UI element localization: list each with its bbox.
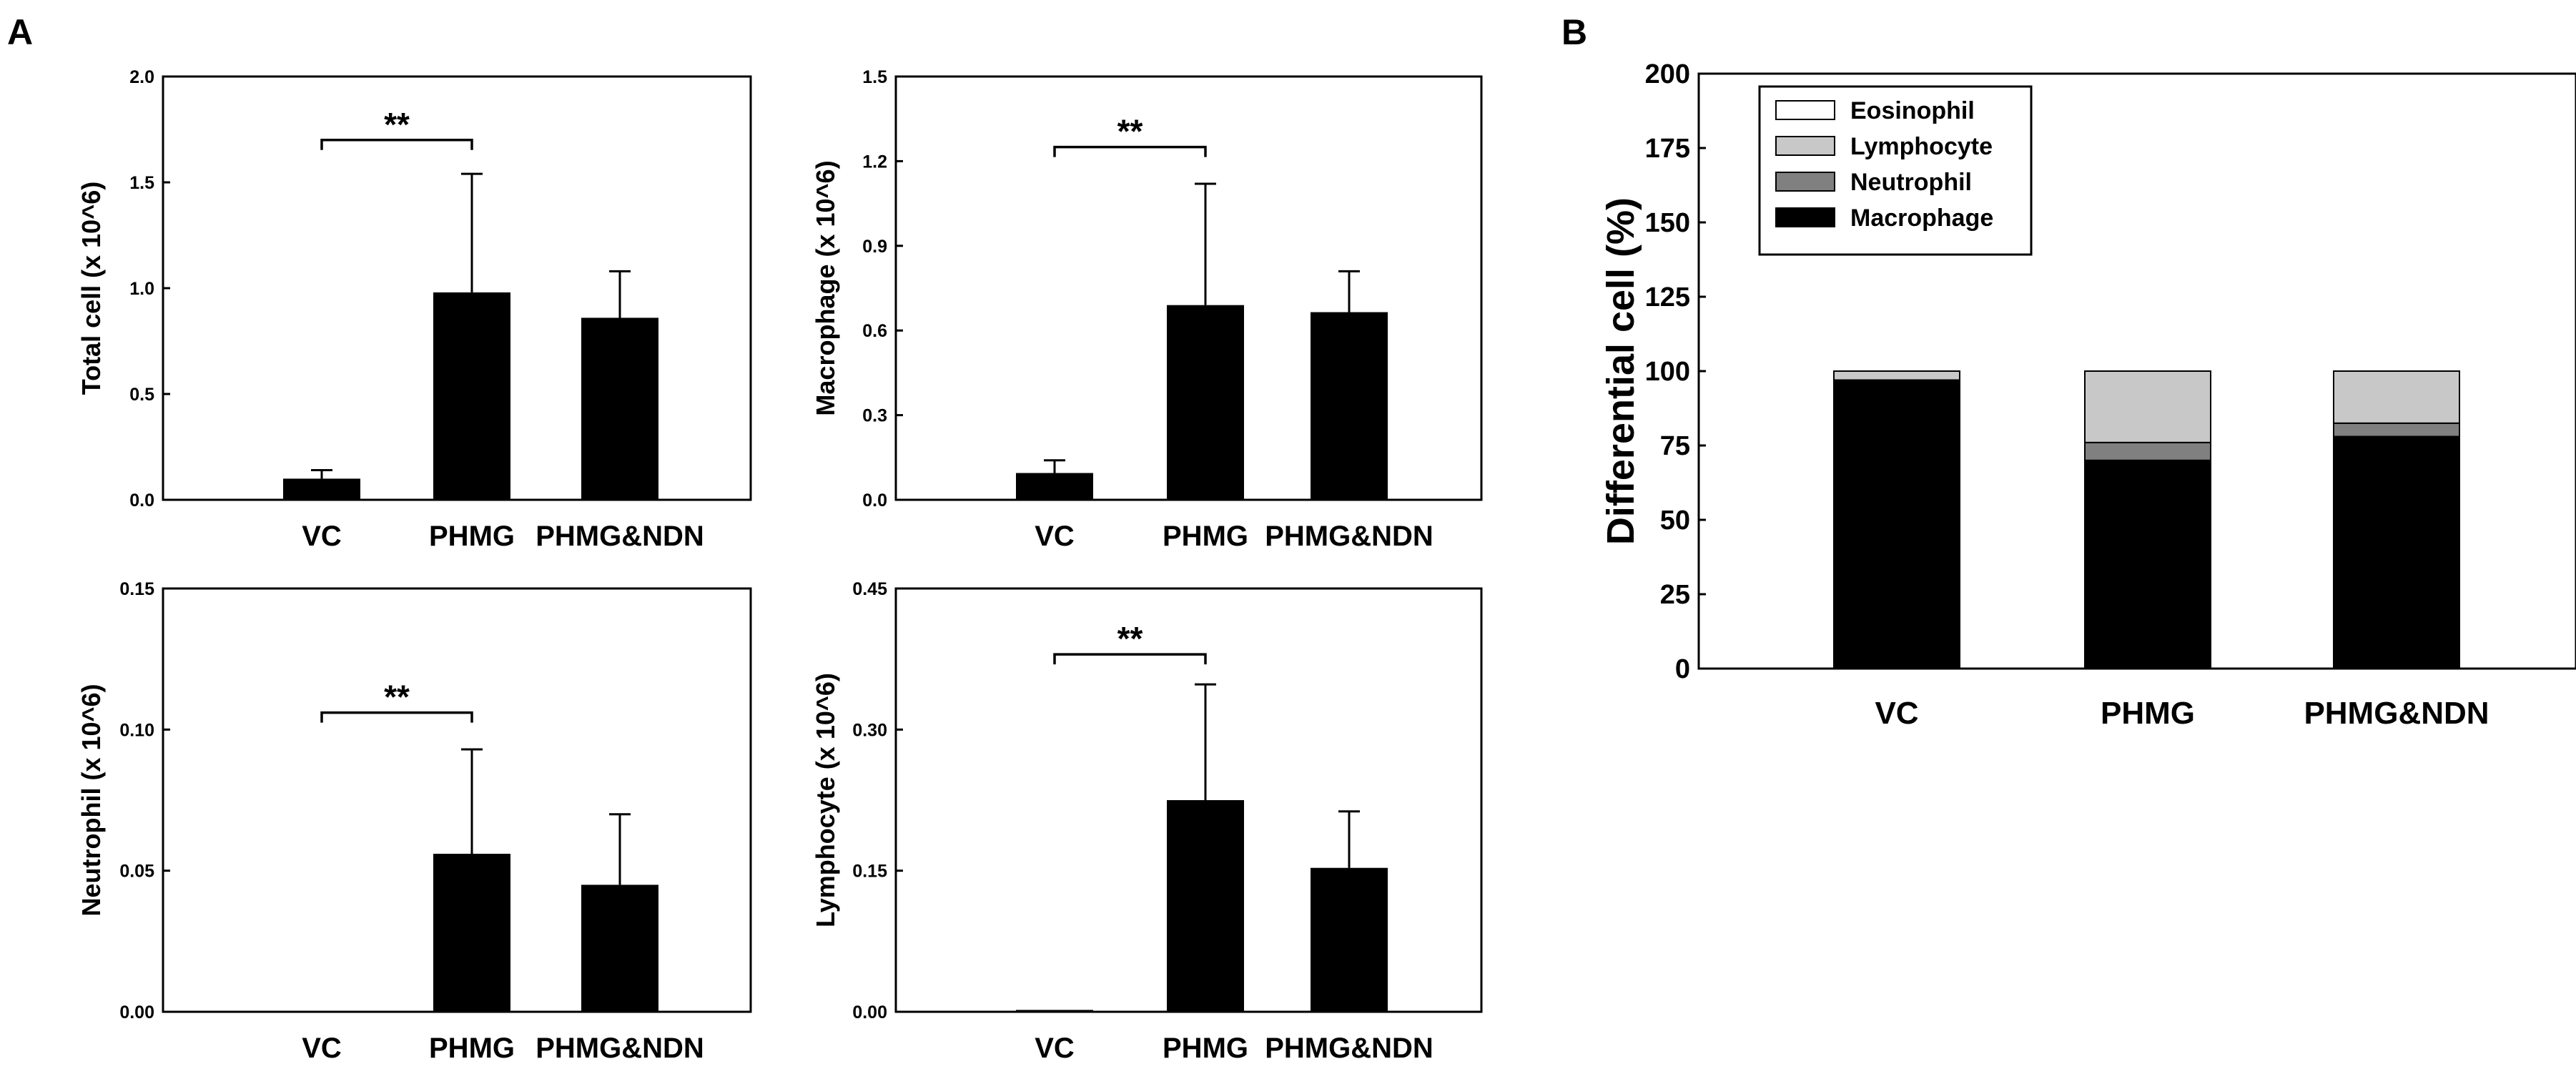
- x-tick-label-neutrophil-1: PHMG: [429, 1033, 515, 1064]
- y-tick-label-differential-3: 75: [1660, 431, 1690, 461]
- bar-total-1: [433, 292, 510, 500]
- bar-lymphocyte-2: [1311, 867, 1388, 1012]
- y-tick-label-differential-6: 150: [1645, 208, 1690, 238]
- y-tick-label-macrophage-5: 1.5: [862, 67, 887, 87]
- x-tick-label-total-1: PHMG: [429, 521, 515, 552]
- significance-bracket-neutrophil: [320, 711, 473, 723]
- legend-label-neutrophil: Neutrophil: [1850, 169, 1972, 196]
- plot-frame-lymphocyte: [894, 587, 1483, 1013]
- y-axis-title-lymphocyte: Lymphocyte (x 10^6): [811, 673, 840, 927]
- bar-neutrophil-2: [581, 885, 658, 1012]
- y-tick-label-differential-2: 50: [1660, 506, 1690, 536]
- legend-label-lymphocyte: Lymphocyte: [1850, 133, 1993, 160]
- bar-lymphocyte-1: [1167, 800, 1244, 1012]
- y-tick-label-neutrophil-2: 0.10: [119, 720, 154, 740]
- y-tick-label-total-0: 0.0: [129, 491, 154, 511]
- x-tick-label-total-2: PHMG&NDN: [536, 521, 704, 552]
- x-tick-label-macrophage-2: PHMG&NDN: [1265, 521, 1433, 552]
- significance-bracket-total: [320, 139, 473, 150]
- bar-total-2: [581, 317, 658, 500]
- y-axis-title-macrophage: Macrophage (x 10^6): [811, 160, 840, 415]
- y-tick-label-lymphocyte-0: 0.00: [852, 1003, 887, 1023]
- bar-macrophage-0: [1016, 473, 1093, 500]
- segment-neutrophil-2: [2333, 422, 2460, 438]
- legend-label-eosinophil: Eosinophil: [1850, 97, 1975, 124]
- x-tick-label-lymphocyte-0: VC: [1035, 1033, 1075, 1064]
- y-tick-label-macrophage-3: 0.9: [862, 237, 887, 257]
- y-tick-label-differential-8: 200: [1645, 59, 1690, 89]
- segment-lymphocyte-2: [2333, 370, 2460, 424]
- segment-lymphocyte-1: [2084, 370, 2211, 443]
- x-tick-label-neutrophil-2: PHMG&NDN: [536, 1033, 704, 1064]
- y-tick-label-total-3: 1.5: [129, 173, 154, 193]
- y-tick-label-macrophage-2: 0.6: [862, 321, 887, 341]
- significance-label-total: **: [384, 106, 410, 143]
- bar-macrophage-1: [1167, 305, 1244, 500]
- y-tick-label-neutrophil-0: 0.00: [119, 1003, 154, 1023]
- significance-label-macrophage: **: [1117, 113, 1143, 150]
- y-tick-label-macrophage-0: 0.0: [862, 491, 887, 511]
- y-tick-label-total-4: 2.0: [129, 67, 154, 87]
- y-tick-label-neutrophil-1: 0.05: [119, 862, 154, 882]
- segment-macrophage-1: [2084, 459, 2211, 669]
- x-tick-label-lymphocyte-2: PHMG&NDN: [1265, 1033, 1433, 1064]
- significance-label-neutrophil: **: [384, 679, 410, 716]
- y-tick-label-differential-4: 100: [1645, 357, 1690, 387]
- x-tick-label-neutrophil-0: VC: [302, 1033, 342, 1064]
- x-tick-label-lymphocyte-1: PHMG: [1163, 1033, 1248, 1064]
- y-tick-label-lymphocyte-2: 0.30: [852, 720, 887, 740]
- x-tick-label-differential-2: PHMG&NDN: [2304, 696, 2489, 731]
- y-tick-label-macrophage-1: 0.3: [862, 406, 887, 426]
- y-tick-label-lymphocyte-1: 0.15: [852, 862, 887, 882]
- x-tick-label-macrophage-0: VC: [1035, 521, 1075, 552]
- plot-frame-macrophage: [894, 75, 1483, 501]
- legend-swatch-eosinophil: [1775, 100, 1835, 120]
- panel-label-b: B: [1561, 12, 1587, 52]
- bar-macrophage-2: [1311, 312, 1388, 500]
- x-tick-label-macrophage-1: PHMG: [1163, 521, 1248, 552]
- y-axis-title-total: Total cell (x 10^6): [77, 182, 106, 395]
- legend-swatch-macrophage: [1775, 207, 1835, 227]
- bar-total-0: [283, 478, 360, 500]
- segment-neutrophil-1: [2084, 441, 2211, 461]
- x-tick-label-total-0: VC: [302, 521, 342, 552]
- legend-swatch-neutrophil: [1775, 172, 1835, 192]
- x-tick-label-differential-0: VC: [1875, 696, 1918, 731]
- y-tick-label-neutrophil-3: 0.15: [119, 579, 154, 599]
- legend-label-macrophage: Macrophage: [1850, 205, 1993, 232]
- y-tick-label-total-1: 0.5: [129, 385, 154, 405]
- y-tick-label-differential-5: 125: [1645, 282, 1690, 312]
- plot-frame-neutrophil: [162, 587, 752, 1013]
- y-tick-label-lymphocyte-3: 0.45: [852, 579, 887, 599]
- segment-macrophage-0: [1833, 379, 1960, 669]
- macrophage-chart: ** 0.0 0.3 0.6 0.9 1.2 1.5 VC PHMG PHMG&NDN Macrop…: [811, 67, 1483, 552]
- segment-lymphocyte-0: [1833, 370, 1960, 381]
- legend: Eosinophil Lymphocyte Neutrophil Macrophage: [1758, 85, 2033, 256]
- y-tick-label-differential-7: 175: [1645, 134, 1690, 164]
- lymphocyte-chart: ** 0.00 0.15 0.30 0.45 VC PHMG PHMG&NDN Lymphocy…: [811, 579, 1483, 1064]
- panel-label-a: A: [7, 12, 33, 52]
- y-tick-label-differential-0: 0: [1675, 654, 1690, 684]
- differential-cell-chart: Eosinophil Lymphocyte Neutrophil Macrophage…: [1599, 59, 2576, 731]
- y-tick-label-total-2: 1.0: [129, 279, 154, 299]
- y-axis-title-neutrophil: Neutrophil (x 10^6): [77, 684, 106, 916]
- y-axis-title-differential: Differential cell (%): [1599, 197, 1642, 545]
- significance-bracket-macrophage: [1053, 145, 1207, 157]
- bar-neutrophil-1: [433, 853, 510, 1012]
- y-tick-label-macrophage-4: 1.2: [862, 152, 887, 172]
- y-tick-label-differential-1: 25: [1660, 580, 1690, 610]
- legend-swatch-lymphocyte: [1775, 136, 1835, 156]
- significance-bracket-lymphocyte: [1053, 653, 1207, 665]
- total-cell-chart: ** 0.0 0.5 1.0 1.5 2.0 VC PHMG PHMG&NDN Total cel…: [77, 67, 752, 552]
- segment-macrophage-2: [2333, 435, 2460, 670]
- neutrophil-chart: ** 0.00 0.05 0.10 0.15 VC PHMG PHMG&NDN Neutroph…: [77, 579, 752, 1064]
- x-tick-label-differential-1: PHMG: [2101, 696, 2195, 731]
- significance-label-lymphocyte: **: [1117, 620, 1143, 657]
